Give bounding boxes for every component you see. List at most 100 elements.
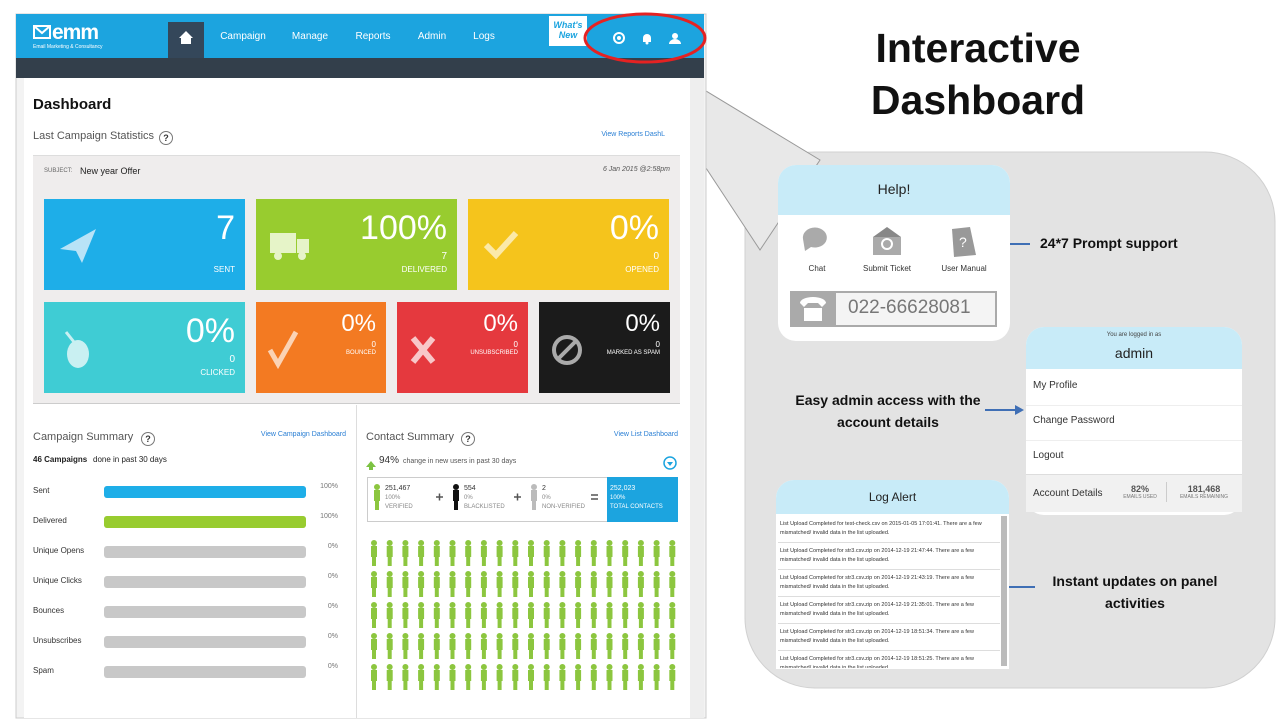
icon-shape (418, 633, 425, 639)
icon-shape (403, 681, 408, 690)
nav-icon[interactable] (641, 31, 653, 45)
stat-tile[interactable]: 100% 7 DELIVERED (256, 199, 457, 290)
icon-shape (590, 602, 597, 608)
home-button[interactable] (168, 22, 204, 58)
stat-tile[interactable]: 7 SENT (44, 199, 245, 290)
bar-fill (104, 486, 306, 498)
icon-shape (374, 490, 380, 501)
nav-item[interactable]: Campaign (220, 31, 266, 42)
row-value: 0% (327, 543, 338, 550)
icon-shape (669, 633, 676, 639)
icon-shape (450, 681, 455, 690)
group-label: NON-VERIFIED (542, 504, 586, 510)
nav-item[interactable]: Logs (473, 31, 495, 42)
icon-shape (881, 238, 893, 250)
log-entry: List Upload Completed for str3.csv.zip o… (780, 602, 974, 617)
nav-icon[interactable] (669, 31, 681, 44)
icon-shape (465, 540, 472, 546)
row-label: Bounces (33, 606, 65, 615)
icon-shape (366, 461, 376, 470)
log-entry: List Upload Completed for test-check.csv… (780, 521, 982, 536)
log-entry: List Upload Completed for str3.csv.zip o… (780, 656, 974, 668)
help-option[interactable]: Submit Ticket (862, 264, 911, 273)
icon-shape (371, 577, 377, 588)
group-label: BLACKLISTED (464, 504, 505, 510)
nav-item[interactable]: Admin (417, 31, 447, 42)
help-button[interactable]: ? (159, 131, 173, 145)
icon-shape (654, 650, 659, 659)
stat-tile[interactable]: 0% 0 OPENED (468, 199, 669, 290)
help-icon[interactable]: ? (948, 227, 980, 259)
menu-item[interactable]: My Profile (1033, 380, 1078, 391)
help-button[interactable]: ? (461, 432, 475, 446)
person-icon-svg (374, 484, 380, 510)
icon-shape (607, 650, 612, 659)
menu-item[interactable]: Logout (1033, 450, 1064, 461)
tile-icon-svg (64, 331, 89, 368)
help-icon[interactable] (801, 227, 833, 259)
icon-shape (669, 639, 676, 650)
admin-user: admin (1114, 345, 1154, 361)
icon-shape (544, 681, 549, 690)
stat-tile[interactable]: 0% 0 BOUNCED (256, 302, 386, 393)
icon-shape (512, 670, 519, 681)
icon-shape (637, 639, 644, 650)
sub-bar (16, 58, 704, 78)
stat-tile[interactable]: 0% 0 UNSUBSCRIBED (397, 302, 528, 393)
icon-shape (465, 602, 472, 608)
help-option[interactable]: User Manual (941, 264, 987, 273)
help-button[interactable]: ? (141, 432, 155, 446)
up-arrow (366, 457, 376, 470)
icon-shape (606, 546, 613, 557)
nav-icon[interactable] (613, 31, 625, 44)
link[interactable]: View Reports DashL (601, 131, 665, 138)
icon-shape (513, 588, 518, 597)
icon-shape (371, 571, 377, 577)
icon-shape (559, 633, 566, 639)
icon-shape (512, 577, 519, 588)
link[interactable]: View Campaign Dashboard (260, 431, 346, 438)
icon-shape (590, 664, 597, 670)
help-icon[interactable] (871, 227, 903, 259)
nav-item[interactable]: Manage (291, 31, 329, 42)
icon-shape (453, 490, 459, 501)
menu-item[interactable]: Change Password (1033, 415, 1115, 426)
nav-item[interactable]: Reports (355, 31, 391, 42)
whats-new[interactable]: What's New (549, 16, 587, 46)
subject: New year Offer (80, 166, 141, 176)
icon-shape (575, 602, 582, 608)
icon-shape (497, 588, 502, 597)
log-entry: List Upload Completed for str3.csv.zip o… (780, 548, 974, 563)
icon-shape (873, 227, 901, 237)
icon-shape (371, 540, 377, 546)
help-option[interactable]: Chat (808, 264, 826, 273)
icon-shape (372, 681, 376, 690)
icon-shape (622, 577, 629, 588)
bar-track (104, 606, 306, 618)
tile-value: 0% (625, 310, 660, 337)
icon-shape (386, 577, 393, 588)
icon-shape (804, 308, 822, 321)
log-sep (778, 569, 1000, 570)
icon-shape (402, 602, 409, 608)
stat-tile[interactable]: 0% 0 CLICKED (44, 302, 245, 393)
stat-tile[interactable]: 0% 0 MARKED AS SPAM (539, 302, 670, 393)
icon-shape (480, 577, 487, 588)
icon-shape (590, 577, 597, 588)
account-label[interactable]: Account Details (1033, 488, 1103, 499)
menu-sep (1026, 405, 1242, 406)
bar-track (104, 636, 306, 648)
tile-icon (407, 330, 447, 370)
icon-shape (607, 619, 612, 628)
icon-shape (528, 639, 534, 650)
tile-icon (270, 227, 310, 267)
icon-shape (606, 608, 613, 619)
icon-shape (606, 670, 613, 681)
icon-shape (496, 602, 503, 608)
icon-shape (496, 577, 503, 588)
row-value: 0% (327, 603, 338, 610)
link[interactable]: View List Dashboard (613, 431, 678, 438)
icon-shape (543, 577, 550, 588)
tile-count: 0 (655, 340, 660, 349)
